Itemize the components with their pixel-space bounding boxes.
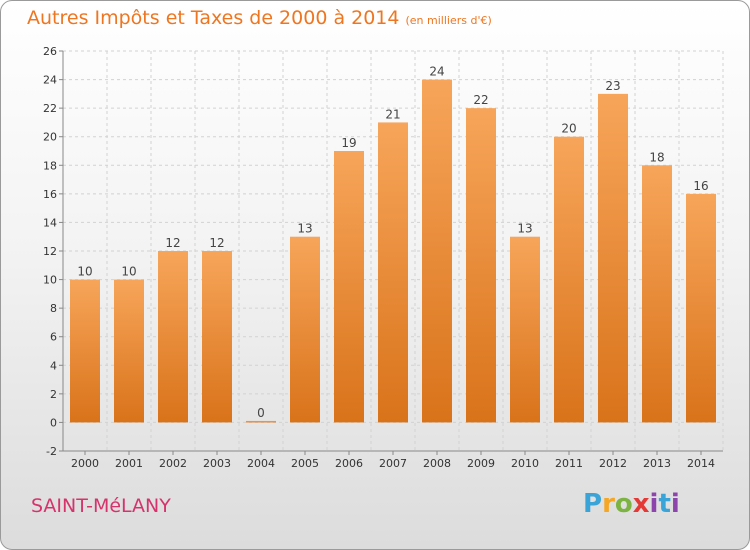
- y-tick-label: 4: [50, 359, 57, 372]
- x-tick-label-2009: 2009: [467, 457, 495, 470]
- value-label-2013: 18: [649, 150, 664, 164]
- bar-2014: [686, 193, 716, 423]
- x-tick-label-2010: 2010: [511, 457, 539, 470]
- bar-2005: [290, 236, 320, 423]
- y-tick-label: 24: [43, 74, 57, 87]
- value-label-2011: 20: [561, 122, 576, 136]
- x-tick-label-2013: 2013: [643, 457, 671, 470]
- value-label-2000: 10: [77, 265, 92, 279]
- bar-2000: [70, 279, 100, 423]
- value-label-2002: 12: [165, 236, 180, 250]
- x-tick-label-2005: 2005: [291, 457, 319, 470]
- x-tick-label-2011: 2011: [555, 457, 583, 470]
- y-tick-label: 22: [43, 102, 57, 115]
- x-tick-label-2000: 2000: [71, 457, 99, 470]
- chart-title-text: Autres Impôts et Taxes de 2000 à 2014: [27, 7, 400, 29]
- x-tick-label-2014: 2014: [687, 457, 715, 470]
- value-label-2003: 12: [209, 236, 224, 250]
- x-tick-label-2007: 2007: [379, 457, 407, 470]
- bar-2003: [202, 251, 232, 423]
- y-tick-label: 20: [43, 131, 57, 144]
- place-name: SAINT-MéLANY: [31, 495, 171, 517]
- chart-title: Autres Impôts et Taxes de 2000 à 2014 (en…: [27, 7, 492, 29]
- value-label-2008: 24: [429, 65, 444, 79]
- value-label-2004: 0: [257, 406, 265, 420]
- y-tick-label: 14: [43, 216, 57, 229]
- y-tick-label: 6: [50, 331, 57, 344]
- x-tick-label-2012: 2012: [599, 457, 627, 470]
- y-tick-label: 18: [43, 159, 57, 172]
- bar-2011: [554, 136, 584, 423]
- bar-2008: [422, 79, 452, 423]
- bar-2006: [334, 151, 364, 423]
- axes: [59, 50, 723, 455]
- value-label-2009: 22: [473, 93, 488, 107]
- bar-2012: [598, 93, 628, 423]
- y-tick-label: 10: [43, 274, 57, 287]
- labels: -202468101214161820222426102000102001122…: [43, 45, 715, 470]
- y-tick-label: 0: [50, 416, 57, 429]
- y-tick-label: 8: [50, 302, 57, 315]
- bars: [70, 79, 716, 423]
- value-label-2006: 19: [341, 136, 356, 150]
- bar-2009: [466, 108, 496, 423]
- bar-2013: [642, 165, 672, 423]
- bar-2004: [246, 420, 276, 423]
- bar-2010: [510, 236, 540, 423]
- value-label-2007: 21: [385, 107, 400, 121]
- bar-2007: [378, 122, 408, 423]
- value-label-2012: 23: [605, 79, 620, 93]
- x-tick-label-2001: 2001: [115, 457, 143, 470]
- y-tick-label: 2: [50, 388, 57, 401]
- x-tick-label-2002: 2002: [159, 457, 187, 470]
- y-tick-label: 26: [43, 45, 57, 58]
- x-tick-label-2004: 2004: [247, 457, 275, 470]
- value-label-2014: 16: [693, 179, 708, 193]
- value-label-2005: 13: [297, 222, 312, 236]
- y-tick-label: 12: [43, 245, 57, 258]
- x-tick-label-2006: 2006: [335, 457, 363, 470]
- value-label-2010: 13: [517, 222, 532, 236]
- proxiti-logo: Proxiti: [583, 489, 680, 519]
- value-label-2001: 10: [121, 265, 136, 279]
- bar-2002: [158, 251, 188, 423]
- chart-subtitle: (en milliers d'€): [405, 14, 492, 27]
- x-tick-label-2003: 2003: [203, 457, 231, 470]
- x-tick-label-2008: 2008: [423, 457, 451, 470]
- y-tick-label: -2: [46, 445, 57, 458]
- bar-2001: [114, 279, 144, 423]
- y-tick-label: 16: [43, 188, 57, 201]
